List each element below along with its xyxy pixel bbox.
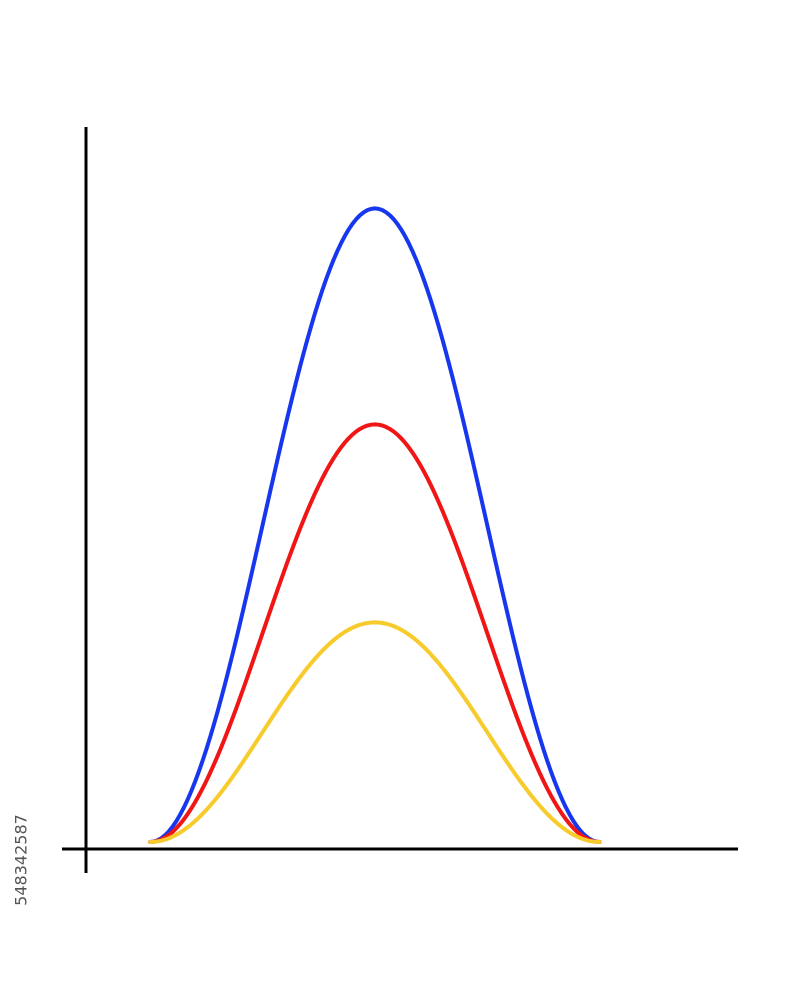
series-layer: [148, 206, 602, 844]
series-line-2: [148, 422, 602, 844]
series-line-3: [148, 620, 602, 844]
series-line-1: [148, 206, 602, 844]
stock-id-label: 548342587: [11, 814, 31, 906]
